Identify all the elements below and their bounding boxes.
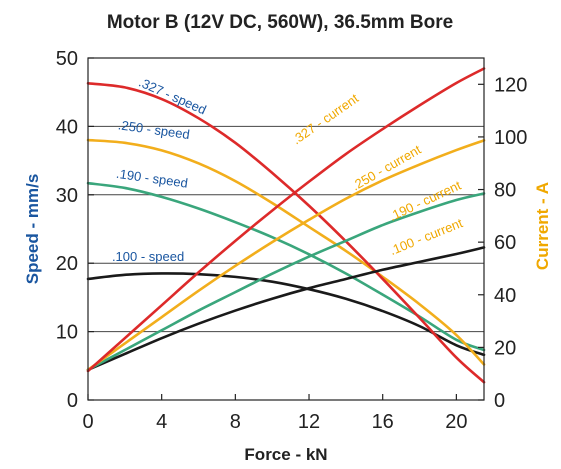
y-left-tick-label: 0: [67, 390, 78, 412]
y-left-axis-label: Speed - mm/s: [23, 174, 42, 285]
series-label-327-current: .327 - current: [289, 90, 361, 147]
x-tick-label: 12: [298, 411, 320, 433]
series-lines: [86, 67, 486, 384]
x-tick-label: 4: [156, 411, 167, 433]
y-right-tick-label: 40: [494, 285, 516, 307]
x-tick-label: 20: [445, 411, 467, 433]
series-line-100-speed: [86, 272, 486, 357]
y-right-tick-label: 60: [494, 232, 516, 254]
y-right-axis-ticks: 0 20 40 60 80 100 120: [478, 74, 527, 412]
x-axis-ticks: 0 4 8 12 16 20: [82, 394, 467, 433]
series-line-327-current: [86, 67, 486, 373]
series-line-250-speed: [86, 138, 486, 366]
series-line-100-current: [86, 246, 486, 372]
y-right-axis-label: Current - A: [533, 182, 552, 270]
y-left-axis-ticks: 0 10 20 30 40 50: [56, 48, 94, 412]
y-left-tick-label: 10: [56, 322, 78, 344]
x-tick-label: 16: [372, 411, 394, 433]
y-right-tick-label: 0: [494, 390, 505, 412]
y-right-tick-label: 120: [494, 74, 527, 96]
y-left-tick-label: 40: [56, 116, 78, 138]
x-axis-label: Force - kN: [244, 445, 327, 464]
y-left-tick-label: 30: [56, 185, 78, 207]
plot-frame: [87, 57, 485, 401]
series-labels: .327 - speed.250 - speed.190 - speed.100…: [112, 74, 465, 264]
x-tick-label: 8: [230, 411, 241, 433]
x-tick-label: 0: [82, 411, 93, 433]
series-label-250-speed: .250 - speed: [117, 117, 191, 142]
y-left-tick-label: 50: [56, 48, 78, 70]
y-right-tick-label: 80: [494, 180, 516, 202]
series-label-327-speed: .327 - speed: [137, 74, 209, 117]
y-right-tick-label: 20: [494, 337, 516, 359]
series-line-190-current: [86, 192, 486, 372]
series-label-100-current: .100 - current: [387, 215, 465, 258]
series-line-250-current: [86, 139, 486, 372]
y-left-tick-label: 20: [56, 253, 78, 275]
chart-title: Motor B (12V DC, 560W), 36.5mm Bore: [107, 12, 453, 33]
series-line-327-speed: [86, 82, 486, 384]
series-label-100-speed: .100 - speed: [112, 249, 184, 264]
y-right-tick-label: 100: [494, 127, 527, 149]
series-line-190-speed: [86, 181, 486, 352]
